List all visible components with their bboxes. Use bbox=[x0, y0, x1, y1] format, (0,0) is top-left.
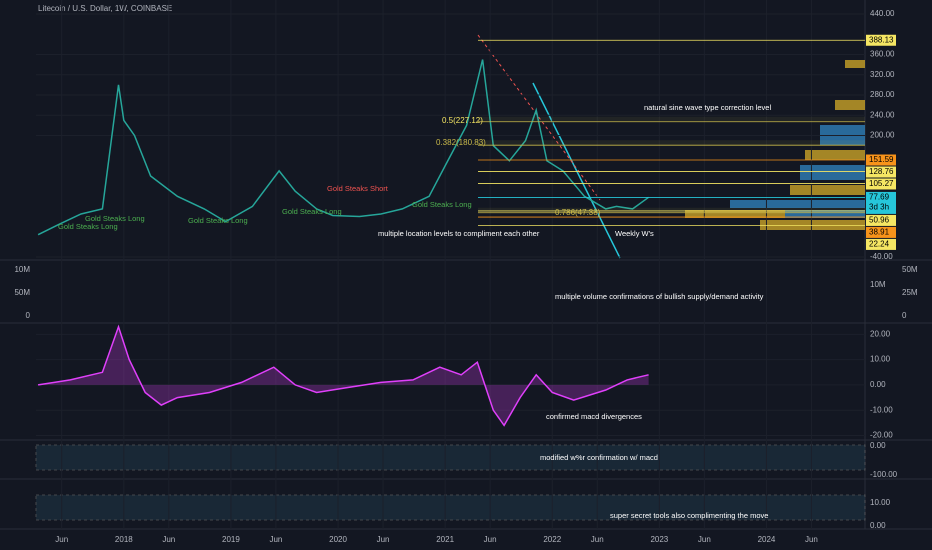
y-tick-label: 0.00 bbox=[870, 380, 886, 389]
volume-label: 10M bbox=[14, 265, 30, 274]
annotation: multiple volume confirmations of bullish… bbox=[555, 292, 764, 301]
y-tick-label: 280.00 bbox=[870, 90, 895, 99]
pane-separators bbox=[0, 0, 932, 530]
volume-label: 10M bbox=[870, 280, 886, 289]
y-tick-label: 440.00 bbox=[870, 9, 895, 18]
volume-label: 0 bbox=[902, 311, 907, 320]
price-label: 128.76 bbox=[869, 167, 894, 176]
annotation: confirmed macd divergences bbox=[546, 412, 642, 421]
price-label: 151.59 bbox=[869, 155, 894, 164]
price-label-box bbox=[866, 154, 896, 166]
annotation: natural sine wave type correction level bbox=[644, 103, 771, 112]
y-tick-label: 20.00 bbox=[870, 329, 891, 338]
x-tick-label: 2021 bbox=[436, 535, 454, 544]
y-tick-label: 240.00 bbox=[870, 110, 895, 119]
y-tick-label: 200.00 bbox=[870, 131, 895, 140]
macd-line bbox=[37, 324, 649, 427]
fib-zone bbox=[478, 207, 865, 213]
annotation: Gold Steaks Short bbox=[327, 184, 389, 193]
annotation: Gold Steaks Long bbox=[412, 200, 472, 209]
y-tick-label: 360.00 bbox=[870, 50, 895, 59]
x-tick-label: 2018 bbox=[115, 535, 133, 544]
price-label: 388.13 bbox=[869, 35, 894, 44]
x-tick-label: 2022 bbox=[543, 535, 561, 544]
price-label-box bbox=[866, 178, 896, 190]
fib-label: 0.382(180.83) bbox=[436, 138, 486, 147]
volume-profile bbox=[685, 60, 865, 230]
x-tick-label: Jun bbox=[805, 535, 818, 544]
annotation: Gold Steaks Long bbox=[58, 222, 118, 231]
price-label: 22.24 bbox=[869, 240, 890, 249]
x-tick-label: 2019 bbox=[222, 535, 240, 544]
price-label: 50.96 bbox=[869, 216, 890, 225]
tools-tick: 10.00 bbox=[870, 498, 891, 507]
annotation: modified w%r confirmation w/ macd bbox=[540, 453, 658, 462]
annotation: Gold Steaks Long bbox=[282, 207, 342, 216]
chart-title: Litecoin / U.S. Dollar, 1W, COINBASE bbox=[38, 4, 172, 13]
countdown: 3d 3h bbox=[869, 203, 889, 212]
x-tick-label: Jun bbox=[591, 535, 604, 544]
annotation: Gold Steaks Long bbox=[188, 216, 248, 225]
annotation: Weekly W's bbox=[615, 229, 654, 238]
price-label-box bbox=[866, 191, 896, 214]
x-tick-label: 2023 bbox=[650, 535, 668, 544]
x-tick-label: Jun bbox=[55, 535, 68, 544]
tools-band bbox=[35, 494, 866, 521]
y-tick-label: -20.00 bbox=[870, 431, 893, 440]
wr-tick: -100.00 bbox=[870, 470, 898, 479]
x-tick-label: Jun bbox=[269, 535, 282, 544]
price-line bbox=[37, 59, 650, 236]
price-label-box bbox=[866, 214, 896, 226]
volume-label: 25M bbox=[902, 288, 918, 297]
x-tick-label: 2024 bbox=[758, 535, 776, 544]
price-label-box bbox=[866, 238, 896, 250]
tools-tick: 0.00 bbox=[870, 521, 886, 530]
x-tick-label: 2020 bbox=[329, 535, 347, 544]
fib-trend bbox=[477, 34, 601, 201]
price-label-box bbox=[866, 166, 896, 178]
price-label: 77.69 bbox=[869, 193, 890, 202]
y-tick-label: 10.00 bbox=[870, 355, 891, 364]
fib-label: 0.786(47.38) bbox=[555, 208, 601, 217]
annotation: Gold Steaks Long bbox=[85, 214, 145, 223]
price-label: 105.27 bbox=[869, 179, 894, 188]
price-label-box bbox=[866, 34, 896, 46]
fib-zone bbox=[478, 116, 865, 122]
x-tick-label: Jun bbox=[698, 535, 711, 544]
volume-label: 50M bbox=[902, 265, 918, 274]
y-tick-label: 320.00 bbox=[870, 70, 895, 79]
x-tick-label: Jun bbox=[377, 535, 390, 544]
macd-area bbox=[38, 326, 649, 426]
fib-zone bbox=[478, 140, 865, 146]
fib-label: 0.5(227.12) bbox=[442, 116, 483, 125]
volume-label: 0 bbox=[26, 311, 31, 320]
x-tick-label: Jun bbox=[484, 535, 497, 544]
x-tick-label: Jun bbox=[162, 535, 175, 544]
wr-band bbox=[35, 444, 866, 471]
trend-line bbox=[532, 82, 621, 259]
y-tick-label: -40.00 bbox=[870, 252, 893, 261]
annotation: multiple location levels to compliment e… bbox=[378, 229, 540, 238]
wr-tick: 0.00 bbox=[870, 441, 886, 450]
volume-label: 50M bbox=[14, 288, 30, 297]
annotation: super secret tools also complimenting th… bbox=[610, 511, 768, 520]
price-label-box bbox=[866, 226, 896, 238]
y-tick-label: -10.00 bbox=[870, 405, 893, 414]
price-label: 38.91 bbox=[869, 228, 890, 237]
